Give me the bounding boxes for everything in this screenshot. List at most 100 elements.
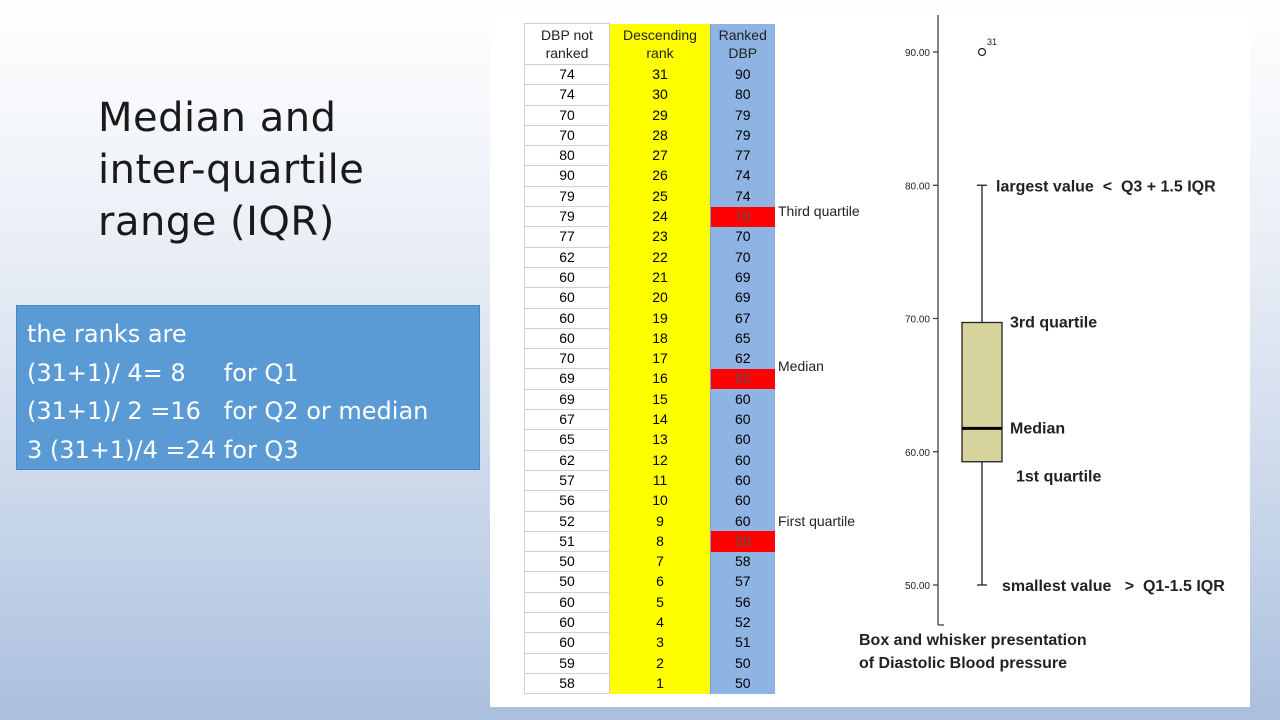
table-row: 60 18 65	[524, 327, 775, 350]
table-row: 56 10 60	[524, 490, 775, 512]
table-row: 69 15 60	[524, 388, 775, 411]
table-row: 60 21 69	[524, 266, 775, 289]
cell-ranked-dbp: 60	[710, 429, 775, 451]
ranks-line-intro: the ranks are	[27, 320, 187, 348]
figure-panel: DBP not ranked Descending rank Ranked DBP 7…	[490, 15, 1250, 707]
cell-dbp-not-ranked: 79	[524, 206, 610, 228]
cell-dbp-not-ranked: 77	[524, 226, 610, 248]
y-tick-label: 80.00	[905, 181, 930, 192]
table-row: 77 23 70	[524, 226, 775, 248]
cell-dbp-not-ranked: 52	[524, 510, 610, 532]
cell-ranked-dbp: 79	[710, 125, 775, 146]
cell-ranked-dbp: 77	[710, 145, 775, 166]
cell-dbp-not-ranked: 79	[524, 185, 610, 208]
table-row: 51 8 59	[524, 530, 775, 553]
cell-dbp-not-ranked: 56	[524, 490, 610, 512]
cell-ranked-dbp: 67	[710, 308, 775, 329]
cell-dbp-not-ranked: 74	[524, 84, 610, 106]
cell-descending-rank: 8	[609, 531, 711, 552]
cell-descending-rank: 7	[609, 551, 711, 572]
cell-ranked-dbp: 52	[710, 612, 775, 633]
header-descending-rank: Descending rank	[609, 23, 711, 65]
cell-ranked-dbp: 90	[710, 64, 775, 85]
cell-ranked-dbp: 80	[710, 84, 775, 106]
cell-descending-rank: 16	[609, 368, 711, 390]
ranks-line-q1: (31+1)/ 4= 8 for Q1	[27, 358, 299, 387]
ranks-line-q3: 3 (31+1)/4 =24 for Q3	[27, 435, 299, 464]
cell-descending-rank: 30	[609, 84, 711, 106]
table-row: 50 6 57	[524, 571, 775, 593]
cell-descending-rank: 3	[609, 632, 711, 654]
cell-dbp-not-ranked: 60	[524, 266, 610, 289]
cell-descending-rank: 17	[609, 348, 711, 369]
cell-ranked-dbp: 56	[710, 592, 775, 613]
cell-ranked-dbp: 62	[710, 368, 775, 390]
cell-descending-rank: 14	[609, 409, 711, 430]
cell-ranked-dbp: 60	[710, 490, 775, 512]
chart-caption: Box and whisker presentation of Diastoli…	[859, 632, 1087, 672]
annotation-first-quartile: 1st quartile	[1016, 469, 1101, 486]
table-row: 69 16 62	[524, 368, 775, 390]
cell-dbp-not-ranked: 60	[524, 591, 610, 614]
table-row: 80 27 77	[524, 145, 775, 167]
cell-ranked-dbp: 62	[710, 348, 775, 369]
annotation-largest-value: largest value < Q3 + 1.5 IQR	[996, 178, 1216, 195]
cell-ranked-dbp: 60	[710, 409, 775, 430]
table-row: 57 11 60	[524, 469, 775, 492]
cell-descending-rank: 23	[609, 226, 711, 248]
first-quartile-label: First quartile	[778, 513, 856, 529]
median-label: Median	[778, 358, 824, 374]
cell-ranked-dbp: 50	[710, 653, 775, 674]
cell-dbp-not-ranked: 60	[524, 287, 610, 309]
cell-dbp-not-ranked: 65	[524, 429, 610, 451]
cell-ranked-dbp: 60	[710, 389, 775, 410]
cell-ranked-dbp: 74	[710, 165, 775, 187]
cell-ranked-dbp: 70	[710, 226, 775, 248]
table-row: 74 31 90	[524, 63, 775, 86]
cell-dbp-not-ranked: 59	[524, 652, 610, 674]
cell-ranked-dbp: 69	[710, 267, 775, 288]
table-row: 67 14 60	[524, 409, 775, 431]
cell-descending-rank: 2	[609, 653, 711, 674]
cell-dbp-not-ranked: 70	[524, 124, 610, 147]
table-row: 60 3 51	[524, 632, 775, 654]
cell-descending-rank: 27	[609, 145, 711, 166]
cell-dbp-not-ranked: 80	[524, 145, 610, 167]
cell-dbp-not-ranked: 57	[524, 469, 610, 492]
cell-descending-rank: 31	[609, 64, 711, 85]
outlier-point	[977, 47, 987, 57]
table-row: 58 1 50	[524, 672, 775, 695]
cell-descending-rank: 22	[609, 247, 711, 268]
cell-descending-rank: 13	[609, 429, 711, 451]
cell-descending-rank: 24	[609, 206, 711, 227]
table-row: 59 2 50	[524, 652, 775, 674]
cell-ranked-dbp: 60	[710, 511, 775, 532]
cell-ranked-dbp: 59	[710, 531, 775, 552]
table-row: 79 24 70	[524, 206, 775, 228]
cell-ranked-dbp: 50	[710, 673, 775, 694]
cell-dbp-not-ranked: 51	[524, 530, 610, 553]
cell-dbp-not-ranked: 69	[524, 368, 610, 390]
table-row: 70 17 62	[524, 348, 775, 370]
boxplot-chart: 50.00 60.00 70.00 80.00 90.00 31 largest value…	[905, 15, 1225, 626]
cell-descending-rank: 21	[609, 267, 711, 288]
cell-dbp-not-ranked: 60	[524, 612, 610, 634]
cell-ranked-dbp: 58	[710, 551, 775, 572]
cell-dbp-not-ranked: 60	[524, 307, 610, 329]
header-dbp-not-ranked: DBP not ranked	[524, 23, 610, 65]
cell-dbp-not-ranked: 62	[524, 246, 610, 268]
third-quartile-label: Third quartile	[778, 203, 860, 219]
cell-ranked-dbp: 74	[710, 186, 775, 207]
table-row: 60 5 56	[524, 591, 775, 614]
slide-title: Median and inter-quartile range (IQR)	[98, 95, 365, 245]
cell-ranked-dbp: 70	[710, 206, 775, 227]
table-row: 60 4 52	[524, 612, 775, 634]
iqr-box	[961, 321, 1003, 463]
cell-ranked-dbp: 70	[710, 247, 775, 268]
cell-dbp-not-ranked: 62	[524, 449, 610, 471]
table-row: 65 13 60	[524, 429, 775, 451]
annotation-third-quartile: 3rd quartile	[1010, 314, 1097, 331]
table-row: 70 28 79	[524, 124, 775, 147]
cell-descending-rank: 18	[609, 328, 711, 349]
y-tick-label: 50.00	[905, 581, 930, 592]
